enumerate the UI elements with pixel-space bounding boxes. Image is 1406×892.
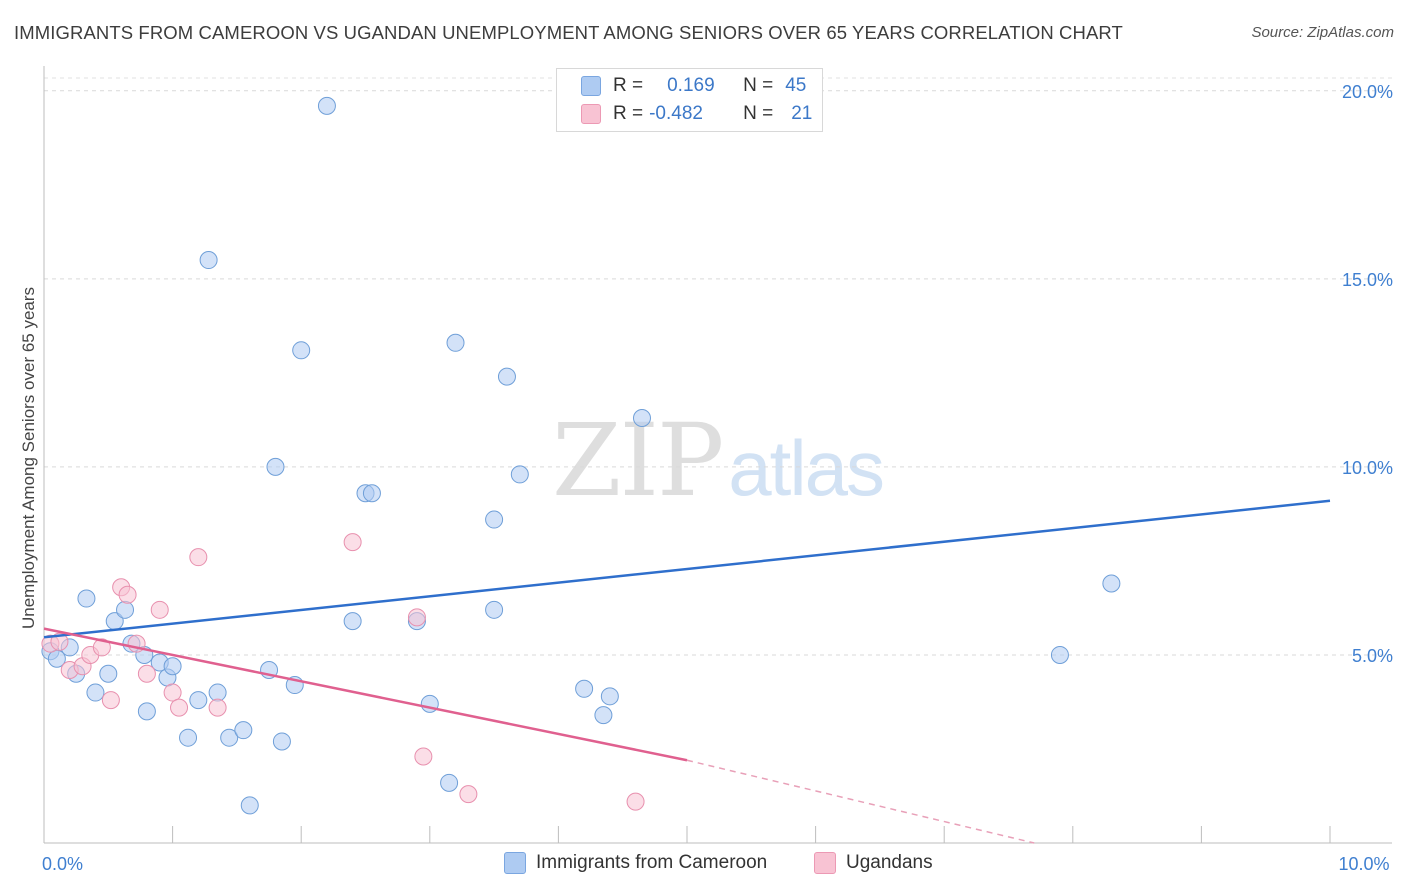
cameroon-point (317, 96, 336, 115)
cameroon-point (234, 721, 253, 740)
series-legend-label: Immigrants from Cameroon (536, 852, 768, 873)
series-swatch-cameroon (504, 852, 526, 874)
y-tick-label: 20.0% (1342, 82, 1393, 102)
source-label: Source: ZipAtlas.com (1251, 24, 1394, 41)
legend-r-label: R = (613, 75, 644, 96)
ugandans-point (343, 533, 362, 552)
series-legend-cameroon[interactable]: Immigrants from Cameroon (504, 852, 767, 874)
cameroon-point (343, 612, 362, 631)
ugandans-point (170, 698, 189, 717)
cameroon-point (77, 589, 96, 608)
series-legend-label: Ugandans (846, 852, 933, 873)
ugandans-point (150, 600, 169, 619)
cameroon-point (1102, 574, 1121, 593)
ugandans-point (163, 683, 182, 702)
ugandans-point (407, 608, 426, 627)
cameroon-point (99, 664, 118, 683)
cameroon-point (179, 728, 198, 747)
legend-r-value: 0.169 (667, 75, 715, 96)
ugandans-point (459, 785, 478, 804)
cameroon-trend-line (43, 499, 1331, 639)
series-legend: Immigrants from Cameroon Ugandans (0, 852, 1406, 878)
cameroon-point (220, 728, 239, 747)
x-tick-label: 10.0% (1338, 854, 1389, 874)
legend-n-value: 45 (785, 75, 807, 96)
ugandans-point (189, 548, 208, 567)
axes (43, 66, 1392, 844)
legend-r-label: R = (613, 103, 644, 124)
ugandans-point (208, 698, 227, 717)
cameroon-point (510, 465, 529, 484)
tick-labels: 5.0% 10.0% 15.0% 20.0% 0.0% 10.0% (42, 82, 1393, 874)
cameroon-point (292, 341, 311, 360)
watermark-atlas: atlas (728, 424, 885, 512)
ugandans-point (414, 747, 433, 766)
ugandans-point (626, 792, 645, 811)
cameroon-point (137, 702, 156, 721)
ugandans-point (92, 638, 111, 657)
legend-n-value: 21 (791, 103, 813, 124)
y-tick-label: 5.0% (1352, 646, 1393, 666)
legend-row-cameroon: R = 0.169 N = 45 (581, 73, 806, 99)
cameroon-point (189, 691, 208, 710)
series-legend-ugandans[interactable]: Ugandans (814, 852, 933, 874)
ugandans-point (118, 585, 137, 604)
cameroon-point (600, 687, 619, 706)
trend-lines (43, 499, 1331, 844)
chart-title: IMMIGRANTS FROM CAMEROON VS UGANDAN UNEM… (14, 22, 1123, 43)
legend-r-value: -0.482 (649, 103, 703, 124)
y-tick-label: 15.0% (1342, 270, 1393, 290)
cameroon-point (632, 409, 651, 428)
cameroon-point (497, 367, 516, 386)
ugandans-point (101, 691, 120, 710)
cameroon-point (199, 251, 218, 270)
cameroon-point (272, 732, 291, 751)
cameroon-point (208, 683, 227, 702)
cameroon-point (86, 683, 105, 702)
legend-row-ugandans: R = -0.482 N = 21 (581, 101, 812, 127)
y-tick-label: 10.0% (1342, 458, 1393, 478)
cameroon-point (485, 600, 504, 619)
data-points (41, 96, 1121, 815)
cameroon-point (594, 706, 613, 725)
ugandans-trend-line (43, 627, 688, 762)
ugandans-point (137, 664, 156, 683)
legend-swatch-ugandans (581, 104, 601, 124)
legend-n-label: N = (743, 103, 774, 124)
grid-lines (44, 77, 1392, 656)
series-swatch-ugandans (814, 852, 836, 874)
x-tick-label: 0.0% (42, 854, 83, 874)
cameroon-point (485, 510, 504, 529)
legend-swatch-cameroon (581, 76, 601, 96)
cameroon-point (1050, 645, 1069, 664)
cameroon-point (446, 333, 465, 352)
cameroon-point (362, 484, 381, 503)
cameroon-point (575, 679, 594, 698)
cameroon-point (163, 657, 182, 676)
ugandans-trend-extension (686, 759, 1035, 844)
cameroon-point (116, 600, 135, 619)
correlation-legend: R = 0.169 N = 45 R = -0.482 N = 21 (556, 68, 823, 132)
legend-n-label: N = (743, 75, 774, 96)
ugandans-point (50, 632, 69, 651)
cameroon-point (240, 796, 259, 815)
y-axis-label: Unemployment Among Seniors over 65 years (19, 287, 38, 629)
cameroon-point (440, 773, 459, 792)
cameroon-point (266, 457, 285, 476)
